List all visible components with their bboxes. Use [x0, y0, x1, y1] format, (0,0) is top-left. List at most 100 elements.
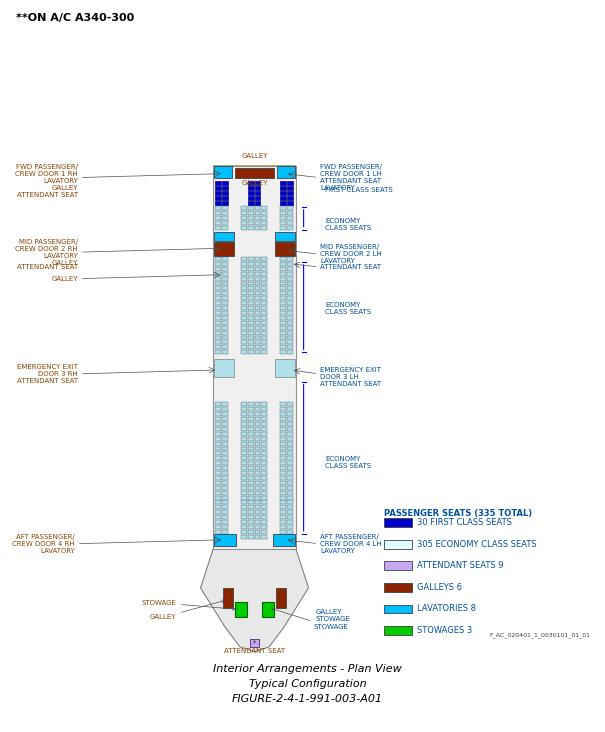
Bar — [280, 326, 286, 329]
Bar — [215, 225, 221, 230]
Bar — [247, 301, 253, 305]
Bar — [247, 257, 253, 261]
Bar — [247, 267, 253, 271]
Bar — [261, 461, 267, 465]
Bar — [287, 432, 293, 436]
Bar — [222, 216, 228, 220]
Bar — [247, 340, 253, 344]
Bar — [261, 407, 267, 411]
Bar — [241, 476, 247, 480]
Bar — [215, 187, 221, 190]
Bar — [261, 311, 267, 315]
Bar — [255, 291, 260, 295]
Bar — [214, 534, 236, 545]
Bar — [215, 191, 221, 195]
Bar — [222, 296, 228, 300]
Bar — [215, 211, 221, 214]
Bar — [247, 225, 253, 230]
Bar — [215, 510, 221, 515]
Bar — [241, 471, 247, 475]
Text: ATTENDANT SEATS 9: ATTENDANT SEATS 9 — [416, 561, 503, 570]
Text: FIGURE-2-4-1-991-003-A01: FIGURE-2-4-1-991-003-A01 — [232, 694, 383, 703]
Bar — [280, 530, 286, 534]
Bar — [247, 520, 253, 524]
Bar — [215, 447, 221, 450]
Bar — [261, 486, 267, 490]
Bar — [261, 525, 267, 529]
Bar — [255, 277, 260, 280]
Bar — [287, 471, 293, 475]
Bar — [287, 476, 293, 480]
Text: Typical Configuration: Typical Configuration — [249, 679, 367, 689]
Bar — [241, 535, 247, 539]
Bar — [287, 291, 293, 295]
Text: GALLEY
STOWAGE: GALLEY STOWAGE — [315, 609, 350, 622]
Text: ATTENDANT SEAT: ATTENDANT SEAT — [320, 264, 381, 270]
Text: AFT PASSENGER/
CREW DOOR 4 RH
LAVATORY: AFT PASSENGER/ CREW DOOR 4 RH LAVATORY — [12, 534, 75, 553]
Bar — [255, 182, 260, 185]
Bar — [261, 422, 267, 426]
Bar — [247, 486, 253, 490]
Bar — [222, 501, 228, 504]
Bar — [215, 340, 221, 344]
Bar — [287, 257, 293, 261]
Bar — [222, 206, 228, 210]
Bar — [287, 505, 293, 509]
Bar — [261, 427, 267, 431]
Bar — [215, 427, 221, 431]
Bar — [287, 311, 293, 315]
Bar — [215, 417, 221, 421]
Bar — [280, 277, 286, 280]
Bar — [280, 187, 286, 190]
Bar — [255, 535, 260, 539]
Bar — [255, 452, 260, 455]
Bar — [384, 626, 411, 635]
Bar — [222, 456, 228, 460]
Bar — [222, 476, 228, 480]
Text: PASSENGER SEATS (335 TOTAL): PASSENGER SEATS (335 TOTAL) — [384, 509, 532, 518]
Bar — [280, 403, 286, 406]
Bar — [280, 432, 286, 436]
Bar — [255, 267, 260, 271]
Bar — [241, 447, 247, 450]
Bar — [280, 331, 286, 335]
Bar — [280, 221, 286, 225]
Bar — [222, 530, 228, 534]
Bar — [287, 277, 293, 280]
Bar — [280, 461, 286, 465]
Bar — [287, 272, 293, 276]
Bar — [222, 335, 228, 340]
Bar — [241, 296, 247, 300]
Bar — [280, 535, 286, 539]
Bar — [287, 286, 293, 291]
Bar — [215, 272, 221, 276]
Bar — [255, 272, 260, 276]
Bar — [287, 461, 293, 465]
Bar — [247, 282, 253, 285]
Bar — [247, 277, 253, 280]
Bar — [222, 447, 228, 450]
Bar — [255, 515, 260, 519]
Bar — [280, 520, 286, 524]
Text: ECONOMY
CLASS SEATS: ECONOMY CLASS SEATS — [325, 218, 371, 231]
Bar — [261, 520, 267, 524]
Bar — [215, 296, 221, 300]
Bar — [241, 403, 247, 406]
Bar — [255, 447, 260, 450]
Bar — [255, 520, 260, 524]
Bar — [247, 432, 253, 436]
Bar — [255, 326, 260, 329]
Bar — [222, 520, 228, 524]
Bar — [241, 461, 247, 465]
Bar — [222, 306, 228, 310]
Bar — [280, 321, 286, 325]
Bar — [261, 476, 267, 480]
Bar — [261, 316, 267, 320]
Bar — [241, 316, 247, 320]
Bar — [287, 452, 293, 455]
Bar — [241, 306, 247, 310]
Bar — [241, 291, 247, 295]
Bar — [287, 525, 293, 529]
Bar — [287, 427, 293, 431]
Bar — [241, 340, 247, 344]
